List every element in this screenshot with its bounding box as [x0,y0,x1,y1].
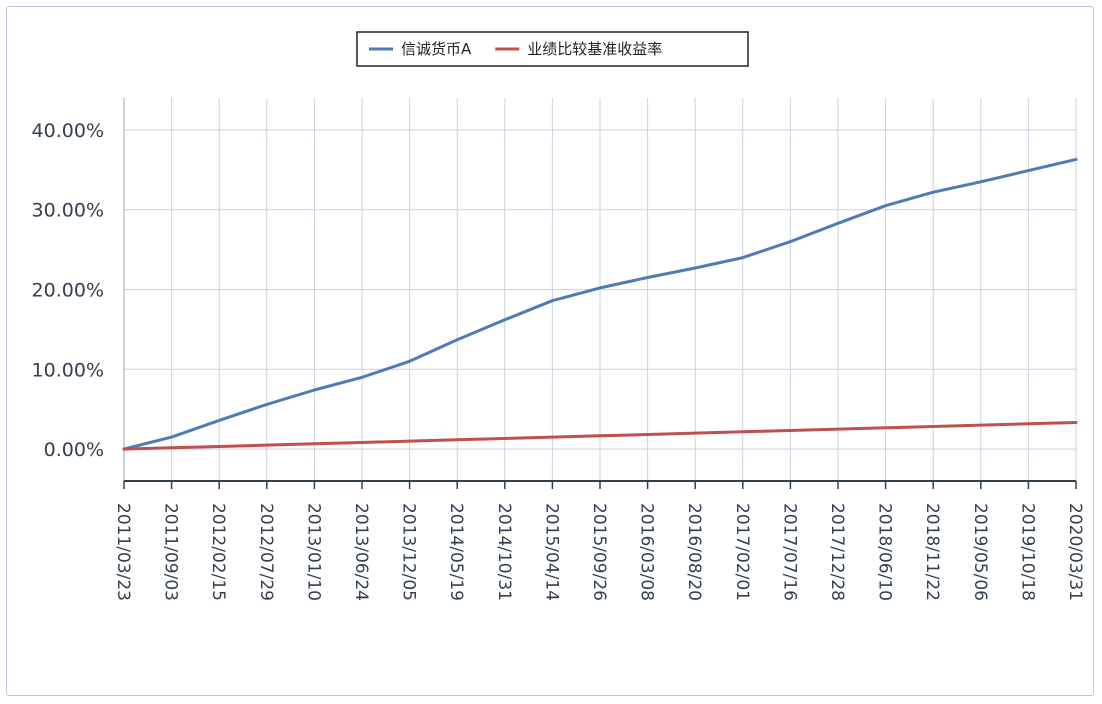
x-tick-label: 2015/04/14 [541,503,561,601]
x-tick-label: 2017/07/16 [779,503,799,601]
legend-box [356,31,749,67]
x-tick-label: 2019/05/06 [970,503,990,601]
x-tick-label: 2013/06/24 [351,503,371,601]
legend-label: 业绩比较基准收益率 [527,40,662,58]
series-line [122,157,1078,451]
chart-frame [6,6,1094,696]
x-tick-label: 2012/02/15 [208,503,228,601]
y-tick-label: 20.00% [32,280,104,302]
series-lines [122,157,1078,451]
x-tick-label: 2016/03/08 [637,503,657,601]
x-tick-label: 2014/10/31 [494,503,514,601]
legend-label: 信诚货币A [401,40,472,58]
y-axis-ticks: 0.00% 10.00% 20.00% 30.00% 40.00% [32,120,104,461]
y-tick-label: 10.00% [32,359,104,381]
x-tick-label: 2020/03/31 [1065,503,1085,601]
grid [123,98,1077,481]
x-tick-label: 2018/06/10 [875,503,895,601]
y-tick-label: 40.00% [32,120,104,142]
x-tick-label: 2012/07/29 [256,503,276,601]
legend: 信诚货币A 业绩比较基准收益率 [356,31,749,67]
x-tick-label: 2011/09/03 [161,503,181,601]
x-tick-label: 2015/09/26 [589,503,609,601]
x-tick-label: 2014/05/19 [446,503,466,601]
x-tick-label: 2016/08/20 [684,503,704,601]
x-axis-ticks: 2011/03/23 2011/09/03 2012/02/15 2012/07/29… [113,481,1085,601]
x-tick-label: 2011/03/23 [113,503,133,601]
x-tick-label: 2018/11/22 [922,503,942,601]
series-line [122,421,1078,451]
x-tick-label: 2017/02/01 [732,503,752,601]
x-tick-label: 2013/12/05 [399,503,419,601]
x-tick-label: 2019/10/18 [1017,503,1037,601]
x-tick-label: 2017/12/28 [827,503,847,601]
y-tick-label: 30.00% [32,200,104,222]
y-tick-label: 0.00% [44,439,104,461]
x-tick-label: 2013/01/10 [303,503,323,601]
